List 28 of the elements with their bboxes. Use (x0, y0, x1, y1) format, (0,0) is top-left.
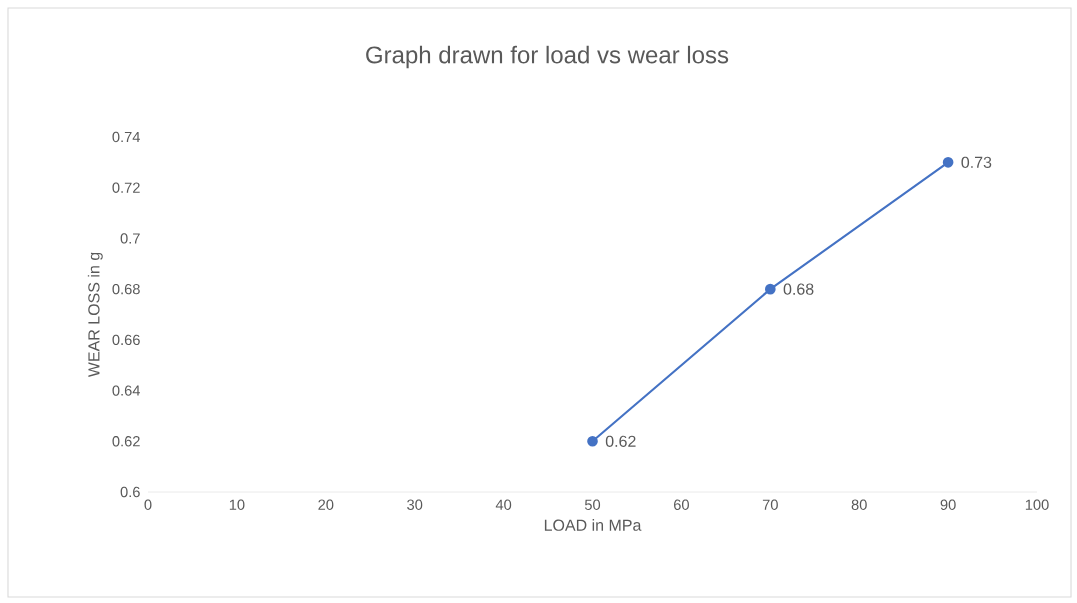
y-tick-label: 0.6 (120, 486, 140, 498)
x-tick-label: 30 (407, 499, 423, 510)
point (942, 157, 954, 168)
point (587, 435, 598, 447)
x-tick-label: 70 (762, 499, 778, 510)
x-tick-label: 100 (1025, 499, 1049, 510)
y-axis-title: WEAR LOSS in g (87, 252, 103, 378)
x-tick-label: 90 (940, 499, 956, 510)
chart-title: Graph drawn for load vs wear loss (366, 45, 729, 69)
y-tick-label: 0.7 (120, 233, 140, 244)
y-tick-label: 0.68 (112, 283, 140, 295)
x-tick-label: 60 (674, 499, 689, 510)
x-tick-label: 80 (851, 499, 867, 510)
x-axis-title: LOAD in MPa (544, 519, 642, 531)
point (764, 283, 776, 295)
x-tick-label: 20 (318, 499, 334, 510)
x-tick-label: 50 (584, 499, 601, 510)
y-tick-label: 0.66 (112, 334, 140, 346)
y-tick-label: 0.72 (112, 182, 140, 193)
x-tick-label: 10 (229, 499, 245, 510)
data-label: 0.62 (605, 435, 636, 447)
y-tick-label: 0.62 (112, 436, 140, 447)
data-label: 0.68 (783, 283, 814, 295)
x-tick-label: 0 (144, 499, 152, 510)
y-tick-label: 0.74 (112, 131, 140, 143)
data-label: 0.73 (961, 156, 992, 169)
x-tick-label: 40 (495, 499, 512, 510)
y-tick-label: 0.64 (112, 385, 140, 396)
